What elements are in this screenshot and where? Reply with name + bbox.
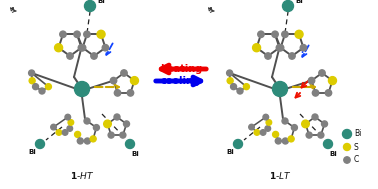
Circle shape xyxy=(266,120,272,125)
Text: Bi: Bi xyxy=(295,0,303,4)
Circle shape xyxy=(282,118,288,124)
Circle shape xyxy=(275,138,281,144)
Circle shape xyxy=(67,53,73,59)
Circle shape xyxy=(124,121,130,127)
Circle shape xyxy=(249,124,254,130)
Circle shape xyxy=(302,120,309,128)
Circle shape xyxy=(237,88,243,94)
Circle shape xyxy=(289,53,295,59)
Circle shape xyxy=(226,70,232,76)
Circle shape xyxy=(67,126,73,131)
Circle shape xyxy=(243,84,249,90)
Circle shape xyxy=(282,1,293,12)
Circle shape xyxy=(276,44,283,51)
Circle shape xyxy=(253,44,260,52)
Circle shape xyxy=(295,30,303,38)
Circle shape xyxy=(84,138,90,144)
Circle shape xyxy=(265,53,271,59)
Circle shape xyxy=(74,31,80,37)
Circle shape xyxy=(93,125,99,131)
Circle shape xyxy=(125,139,135,149)
Text: S: S xyxy=(354,143,359,152)
Circle shape xyxy=(322,121,327,127)
Circle shape xyxy=(342,129,352,139)
Text: C: C xyxy=(354,156,359,164)
Circle shape xyxy=(288,136,294,142)
Circle shape xyxy=(68,120,74,125)
Circle shape xyxy=(318,132,324,138)
Circle shape xyxy=(97,30,105,38)
Circle shape xyxy=(325,90,332,96)
Circle shape xyxy=(79,44,86,51)
Circle shape xyxy=(91,53,97,59)
Circle shape xyxy=(273,81,288,97)
Circle shape xyxy=(306,132,312,138)
Circle shape xyxy=(120,132,126,138)
Circle shape xyxy=(39,88,45,94)
Circle shape xyxy=(45,84,51,90)
Circle shape xyxy=(29,78,35,84)
Circle shape xyxy=(227,78,233,84)
Circle shape xyxy=(114,90,121,96)
Circle shape xyxy=(319,70,325,76)
Circle shape xyxy=(121,70,127,76)
Circle shape xyxy=(84,31,90,37)
Circle shape xyxy=(36,139,45,149)
Circle shape xyxy=(114,114,120,120)
Circle shape xyxy=(102,44,108,51)
Circle shape xyxy=(263,114,269,120)
Text: Bi: Bi xyxy=(354,129,361,139)
Circle shape xyxy=(344,143,350,150)
Text: Bi: Bi xyxy=(131,151,139,157)
Circle shape xyxy=(74,81,90,97)
Circle shape xyxy=(60,31,66,37)
Circle shape xyxy=(56,130,62,135)
Circle shape xyxy=(265,126,271,131)
Circle shape xyxy=(258,31,264,37)
Circle shape xyxy=(324,139,333,149)
Circle shape xyxy=(62,130,68,135)
Circle shape xyxy=(282,138,288,144)
Circle shape xyxy=(90,136,96,142)
Circle shape xyxy=(85,1,96,12)
Circle shape xyxy=(65,114,71,120)
Circle shape xyxy=(254,130,260,135)
Circle shape xyxy=(108,132,114,138)
Text: $\mathbf{1}$-HT: $\mathbf{1}$-HT xyxy=(70,170,94,181)
Circle shape xyxy=(77,138,83,144)
Circle shape xyxy=(51,124,56,130)
Circle shape xyxy=(130,77,138,85)
Circle shape xyxy=(282,31,288,37)
Circle shape xyxy=(234,139,243,149)
Circle shape xyxy=(300,44,307,51)
Circle shape xyxy=(312,90,319,96)
Circle shape xyxy=(104,120,111,128)
Text: Bi: Bi xyxy=(97,0,105,4)
Text: Bi: Bi xyxy=(226,149,234,155)
Text: Bi: Bi xyxy=(28,149,36,155)
Circle shape xyxy=(127,90,134,96)
Circle shape xyxy=(312,114,318,120)
Circle shape xyxy=(308,77,315,84)
Circle shape xyxy=(74,131,81,137)
Circle shape xyxy=(78,44,85,51)
Circle shape xyxy=(273,131,279,137)
Text: heating: heating xyxy=(160,64,202,74)
Circle shape xyxy=(54,44,63,52)
Circle shape xyxy=(110,77,117,84)
Circle shape xyxy=(260,130,266,135)
Text: Bi: Bi xyxy=(329,151,337,157)
Circle shape xyxy=(84,118,90,124)
Circle shape xyxy=(33,84,39,90)
Circle shape xyxy=(272,31,278,37)
Circle shape xyxy=(291,125,297,131)
Circle shape xyxy=(328,77,336,85)
Text: $\mathbf{1}$-LT: $\mathbf{1}$-LT xyxy=(269,170,291,181)
Circle shape xyxy=(29,70,35,76)
Circle shape xyxy=(344,157,350,163)
Circle shape xyxy=(231,84,237,90)
Text: cooling: cooling xyxy=(161,76,201,86)
Circle shape xyxy=(277,44,284,51)
